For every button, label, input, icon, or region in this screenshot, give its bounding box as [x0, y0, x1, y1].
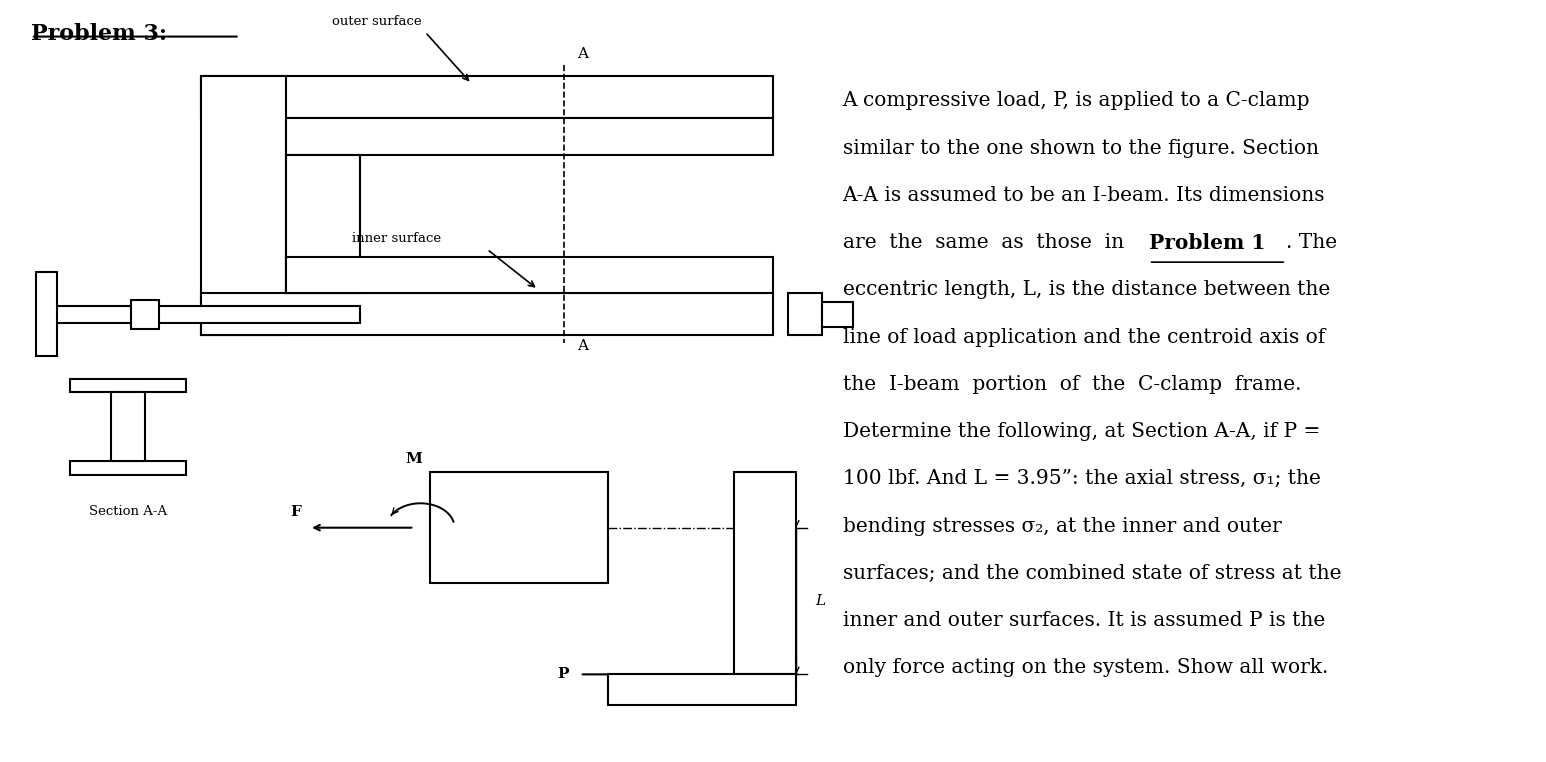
Bar	[71, 379, 186, 392]
Text: outer surface: outer surface	[332, 15, 422, 28]
Text: A: A	[577, 47, 587, 61]
Text: M: M	[407, 453, 422, 466]
Text: similar to the one shown to the figure. Section: similar to the one shown to the figure. …	[843, 139, 1319, 158]
Text: surfaces; and the combined state of stress at the: surfaces; and the combined state of stre…	[843, 564, 1340, 583]
Text: inner surface: inner surface	[352, 232, 442, 245]
Text: . The: . The	[1286, 233, 1337, 252]
Bar	[747, 660, 796, 689]
Text: L: L	[815, 594, 826, 608]
Text: the  I-beam  portion  of  the  C-clamp  frame.: the I-beam portion of the C-clamp frame.	[843, 375, 1302, 394]
Text: A-A is assumed to be an I-beam. Its dimensions: A-A is assumed to be an I-beam. Its dime…	[843, 186, 1325, 205]
Text: inner and outer surfaces. It is assumed P is the: inner and outer surfaces. It is assumed …	[843, 611, 1325, 630]
Text: F: F	[291, 504, 301, 519]
Text: 100 lbf. And L = 3.95”: the axial stress, σ₁; the: 100 lbf. And L = 3.95”: the axial stress…	[843, 469, 1320, 488]
Text: P: P	[558, 668, 569, 681]
Bar	[286, 155, 360, 293]
Bar	[788, 293, 822, 335]
Bar	[71, 461, 186, 475]
Text: Problem 3:: Problem 3:	[31, 23, 167, 45]
Bar	[734, 472, 796, 674]
Text: Section A-A: Section A-A	[90, 505, 167, 518]
Text: are  the  same  as  those  in: are the same as those in	[843, 233, 1136, 252]
Text: only force acting on the system. Show all work.: only force acting on the system. Show al…	[843, 658, 1328, 677]
Bar	[822, 302, 853, 327]
Bar	[286, 257, 773, 293]
Bar	[201, 76, 286, 335]
Bar	[111, 392, 145, 461]
Text: Determine the following, at Section A-A, if P =: Determine the following, at Section A-A,…	[843, 422, 1320, 441]
Text: A compressive load, P, is applied to a C-clamp: A compressive load, P, is applied to a C…	[843, 91, 1309, 110]
Bar	[608, 674, 796, 705]
Bar	[286, 118, 773, 155]
Bar	[36, 273, 57, 357]
Text: A: A	[577, 339, 587, 353]
Bar	[201, 293, 773, 335]
Bar	[201, 76, 773, 118]
Text: line of load application and the centroid axis of: line of load application and the centroi…	[843, 328, 1325, 347]
Bar	[46, 306, 360, 323]
Bar	[430, 472, 608, 583]
Text: eccentric length, L, is the distance between the: eccentric length, L, is the distance bet…	[843, 280, 1330, 299]
Bar	[131, 300, 159, 329]
Text: Problem 1: Problem 1	[1149, 233, 1265, 253]
Text: bending stresses σ₂, at the inner and outer: bending stresses σ₂, at the inner and ou…	[843, 517, 1282, 536]
